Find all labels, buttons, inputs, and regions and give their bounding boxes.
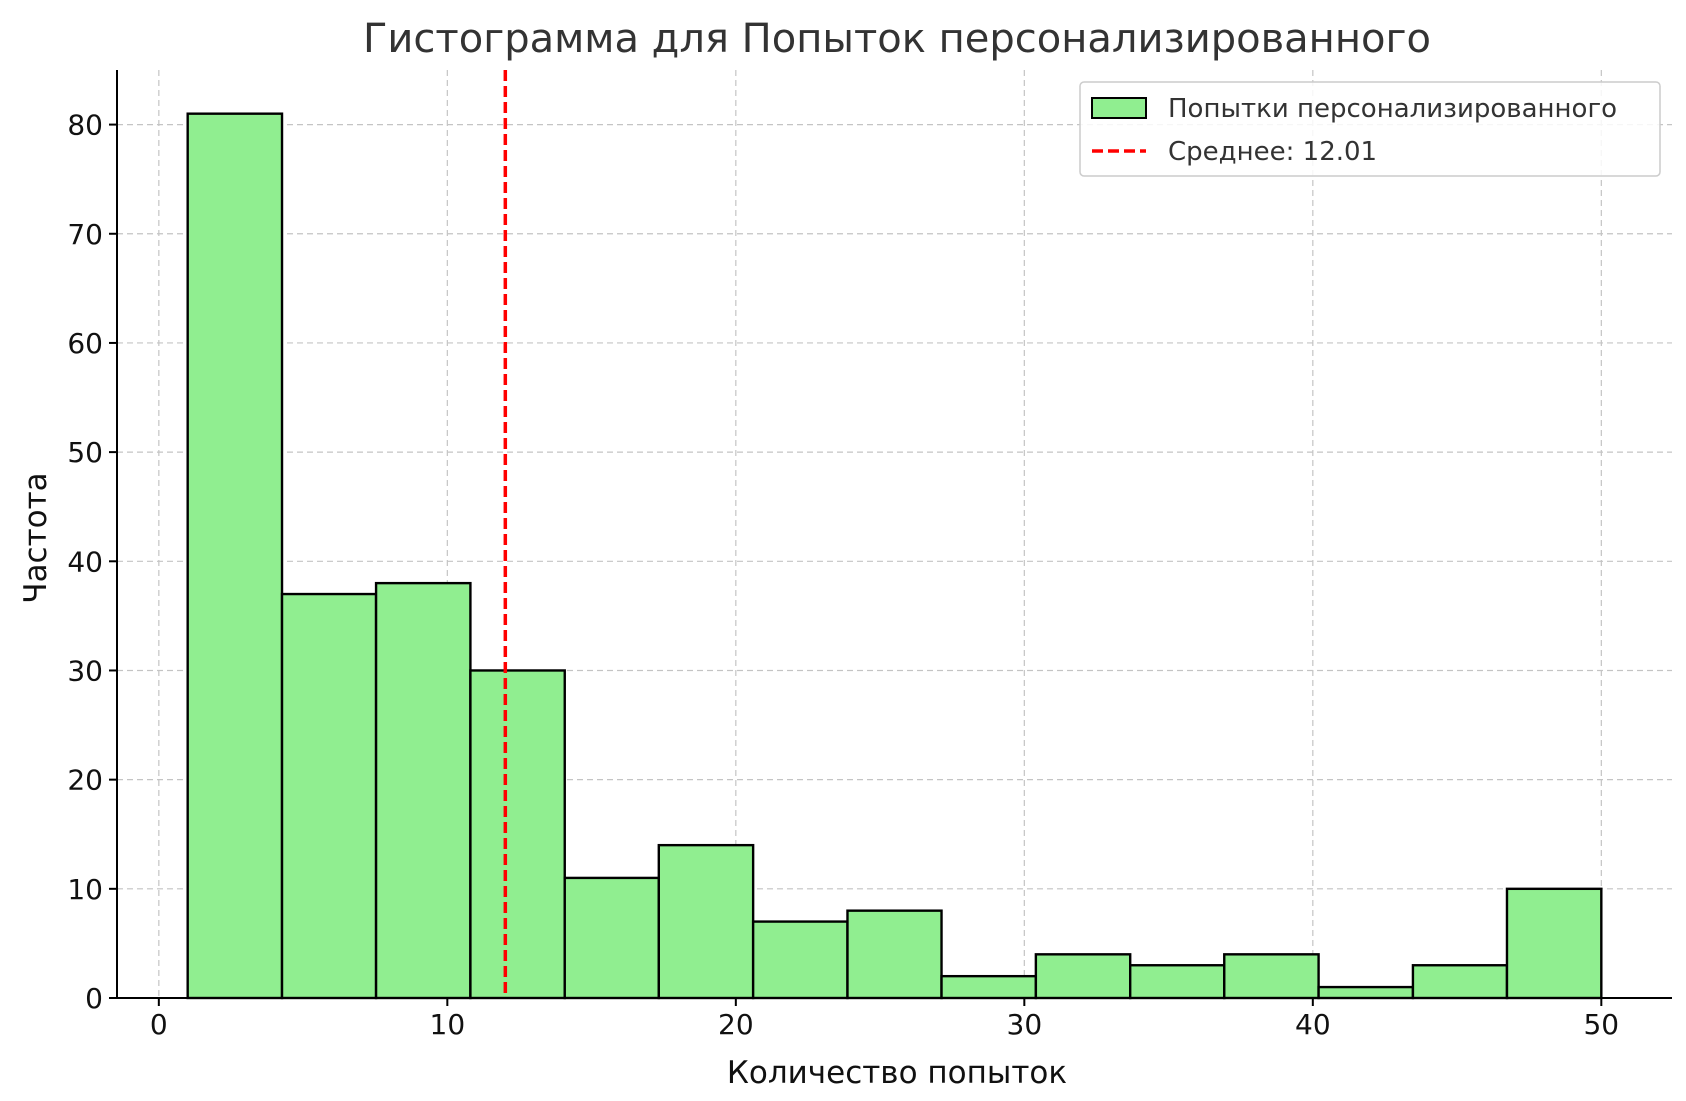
bar-4 xyxy=(563,876,660,1000)
ticks: 0 10 20 30 40 50 0 10 20 30 40 50 60 70 80 xyxy=(67,109,1619,1041)
legend-label-mean: Среднее: 12.01 xyxy=(1168,137,1377,167)
y-tick-label-30: 30 xyxy=(67,654,103,687)
bar-1 xyxy=(280,592,378,1000)
bar-12 xyxy=(1317,985,1415,1000)
y-axis-label: Частота xyxy=(18,472,54,603)
x-tick-label-20: 20 xyxy=(718,1008,754,1041)
bar-3 xyxy=(469,669,566,1000)
y-tick-label-10: 10 xyxy=(67,873,103,906)
x-axis-label: Количество попыток xyxy=(727,1055,1067,1091)
y-tick-label-70: 70 xyxy=(67,218,103,251)
bar-9 xyxy=(1034,953,1132,1000)
y-tick-label-0: 0 xyxy=(85,982,103,1015)
y-tick-label-40: 40 xyxy=(67,545,103,578)
bar-13 xyxy=(1411,964,1509,1000)
x-tick-label-50: 50 xyxy=(1583,1008,1619,1041)
x-tick-label-30: 30 xyxy=(1007,1008,1043,1041)
x-tick-label-40: 40 xyxy=(1295,1008,1331,1041)
bar-0 xyxy=(186,112,284,1000)
axes xyxy=(116,70,1672,999)
y-tick-label-80: 80 xyxy=(67,109,103,142)
legend: Попытки персонализированного Среднее: 12… xyxy=(1079,81,1661,177)
histogram-bars xyxy=(186,112,1603,1000)
bar-6 xyxy=(751,920,849,1000)
x-tick-label-10: 10 xyxy=(430,1008,466,1041)
bar-2 xyxy=(374,581,472,1000)
y-tick-label-20: 20 xyxy=(67,764,103,797)
y-tick-label-60: 60 xyxy=(67,327,103,360)
bar-8 xyxy=(940,974,1038,1000)
chart-title: Гистограмма для Попыток персонализирован… xyxy=(363,16,1431,62)
bar-11 xyxy=(1223,953,1320,1000)
bar-5 xyxy=(657,843,755,1000)
bar-14 xyxy=(1505,887,1603,1000)
bar-10 xyxy=(1129,964,1226,1000)
legend-frame xyxy=(1079,81,1661,177)
x-tick-label-0: 0 xyxy=(150,1008,168,1041)
bar-7 xyxy=(846,909,943,1000)
legend-label-series: Попытки персонализированного xyxy=(1168,94,1617,124)
legend-swatch-patch xyxy=(1091,97,1147,119)
y-tick-label-50: 50 xyxy=(67,436,103,469)
